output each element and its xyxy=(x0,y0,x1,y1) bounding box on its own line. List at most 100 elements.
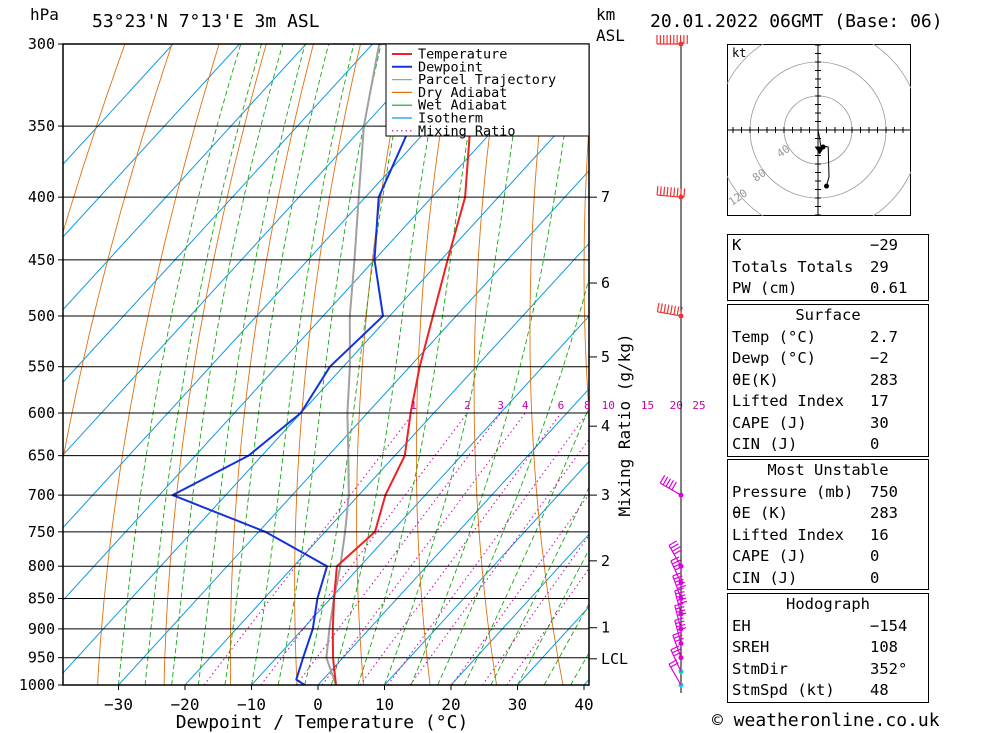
isotherm-line xyxy=(383,460,589,685)
stat-row: CAPE (J) 0 xyxy=(728,546,928,568)
wet-adiabat-line xyxy=(490,486,589,685)
wind-barb-feather xyxy=(675,606,685,610)
panel-title: Most Unstable xyxy=(767,461,889,479)
surface-panel: Surface Temp (°C) 2.7 Dewp (°C) −2 θE(K) 283 Li… xyxy=(727,304,929,457)
height-unit-km: km xyxy=(596,5,615,24)
stat-label: Lifted Index xyxy=(732,392,844,410)
wind-barb-feather xyxy=(669,187,672,197)
isotherm-line xyxy=(63,44,440,456)
wind-barb-feather xyxy=(671,481,677,491)
dry-adiabat-line xyxy=(970,7,1000,711)
stat-value: −154 xyxy=(870,616,908,635)
isotherm-line xyxy=(63,44,241,238)
pressure-tick-label: 550 xyxy=(28,358,55,376)
stat-row: Lifted Index 16 xyxy=(728,525,928,547)
datetime-title: 20.01.2022 06GMT (Base: 06) xyxy=(650,11,943,32)
stat-value: 283 xyxy=(870,504,898,522)
pressure-tick-label: 400 xyxy=(28,188,55,206)
dry-adiabat-line xyxy=(637,7,704,711)
wind-barb-feather xyxy=(674,578,684,583)
wind-barb-feather xyxy=(676,306,680,316)
wind-barb-feather xyxy=(675,591,685,595)
wind-barb xyxy=(674,590,682,615)
panel-title: Surface xyxy=(795,306,861,324)
stat-row: StmSpd (kt) 48 xyxy=(728,680,928,702)
wet-adiabat-line xyxy=(463,406,589,685)
mixing-ratio-line xyxy=(481,534,589,685)
stat-value: −2 xyxy=(870,349,889,367)
stat-label: Temp (°C) xyxy=(732,327,816,346)
wind-barb-feather xyxy=(666,186,669,197)
wind-barb xyxy=(657,194,682,198)
legend-label: Temperature xyxy=(418,47,507,63)
wind-barb-feather xyxy=(672,631,682,636)
stat-value: −29 xyxy=(870,236,898,254)
panel-title: Hodograph xyxy=(786,595,870,613)
pressure-tick-label: 600 xyxy=(28,404,55,422)
wind-barb-feather xyxy=(674,637,684,643)
mixing-ratio-line xyxy=(387,412,588,685)
temperature-tick-label: 40 xyxy=(574,695,593,714)
legend-label: Mixing Ratio xyxy=(418,123,516,139)
wet-adiabat-line xyxy=(197,44,306,685)
most-unstable-panel: Most Unstable Pressure (mb) 750 θE (K) 283 Li… xyxy=(727,459,929,590)
mixing-ratio-label: 4 xyxy=(522,399,529,412)
wind-barb-feather xyxy=(673,187,676,197)
legend-label: Parcel Trajectory xyxy=(418,72,556,88)
wind-barb-feather xyxy=(673,651,683,657)
stat-label: CAPE (J) xyxy=(732,413,807,432)
dry-adiabat-line xyxy=(356,44,409,685)
wind-barb-feather xyxy=(673,305,677,315)
mixing-ratio-axis-label: Mixing Ratio (g/kg) xyxy=(615,333,634,516)
mixing-ratio-line xyxy=(409,438,589,685)
wind-barb xyxy=(668,663,682,686)
stat-row: Totals Totals 29 xyxy=(728,257,928,279)
stat-value: 108 xyxy=(870,638,898,656)
dry-adiabat-line xyxy=(229,44,314,685)
mixing-ratio-line xyxy=(506,567,589,685)
wind-barb xyxy=(672,575,682,599)
stat-row: CAPE (J) 30 xyxy=(728,413,928,435)
mixing-ratio-label: 1 xyxy=(410,399,417,412)
wind-barb-feather xyxy=(668,480,674,489)
temperature-tick-label: −20 xyxy=(171,695,200,714)
pressure-tick-label: 1000 xyxy=(19,676,55,694)
stat-row: θE(K) 283 xyxy=(728,370,928,392)
dry-adiabat-line xyxy=(63,44,126,234)
stat-value: 17 xyxy=(870,392,889,410)
pressure-tick-label: 500 xyxy=(28,307,55,325)
stat-label: CIN (J) xyxy=(732,568,798,587)
stat-row: Lifted Index 17 xyxy=(728,391,928,413)
wind-barb xyxy=(657,311,682,317)
stat-value: 750 xyxy=(870,482,898,501)
height-tick-label: 5 xyxy=(601,348,610,366)
stat-value: 0 xyxy=(870,568,880,587)
stat-label: Pressure (mb) xyxy=(732,482,854,501)
wind-barb-feather xyxy=(672,559,681,565)
location-title: 53°23'N 7°13'E 3m ASL xyxy=(92,11,320,32)
mixing-ratio-label: 15 xyxy=(641,399,654,412)
height-tick-label: 2 xyxy=(601,552,610,570)
hodograph-unit: kt xyxy=(732,46,746,60)
dry-adiabat-line xyxy=(97,44,220,685)
storm-motion-marker xyxy=(814,146,825,155)
pressure-tick-label: 950 xyxy=(28,649,55,667)
wind-barb-feather xyxy=(670,543,679,549)
stat-label: CAPE (J) xyxy=(732,547,807,565)
pressure-tick-label: 900 xyxy=(28,620,55,638)
wind-barb-feather xyxy=(670,645,680,651)
isotherm-line xyxy=(450,533,589,685)
temperature-tick-label: 30 xyxy=(508,695,527,714)
wind-barb-feather xyxy=(678,600,688,605)
height-tick-label: 4 xyxy=(601,417,610,435)
wind-barb-feather xyxy=(677,584,687,590)
wind-barb xyxy=(674,620,682,644)
hodograph-stats-panel: Hodograph EH −154 SREH 108 StmDir 352° StmSpd (… xyxy=(727,593,929,703)
pressure-unit: hPa xyxy=(30,5,59,24)
stat-row: K −29 xyxy=(728,235,928,257)
stat-row: StmDir 352° xyxy=(728,659,928,681)
pressure-tick-label: 350 xyxy=(28,117,55,135)
stat-row: CIN (J) 0 xyxy=(728,434,928,456)
stat-value: 352° xyxy=(870,659,908,678)
